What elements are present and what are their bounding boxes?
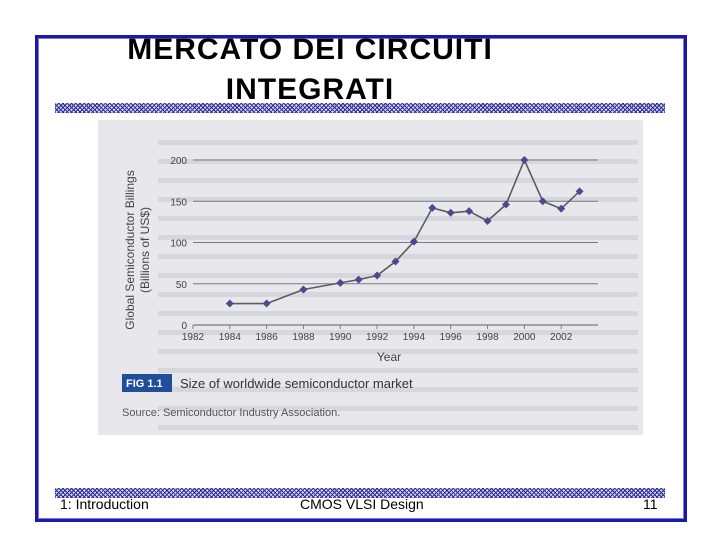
bleed-through-line: [158, 330, 638, 335]
scanned-figure: 0 50 100 150 200 1982 1984 1986 1988 1990 1992 1994…: [98, 120, 643, 435]
x-tick-label: 1986: [256, 332, 279, 343]
data-point: [557, 204, 566, 213]
data-point: [501, 200, 510, 209]
x-tick-label: 1990: [329, 332, 352, 343]
x-tick-label: 1992: [366, 332, 389, 343]
title-line-2: INTEGRATI: [225, 73, 395, 106]
bleed-through-line: [158, 425, 638, 430]
slide-title: MERCATO DEI CIRCUITI INTEGRATI: [40, 30, 580, 110]
y-tick-label: 0: [181, 321, 187, 332]
bleed-through-line: [158, 140, 638, 145]
data-point: [299, 285, 308, 294]
title-line-1: MERCATO DEI CIRCUITI: [127, 33, 493, 66]
top-hatched-divider: [55, 103, 665, 113]
data-point: [262, 299, 271, 308]
chart-grid: [193, 159, 598, 326]
data-point: [354, 275, 363, 284]
bleed-through-text: [158, 140, 638, 430]
x-tick-label: 2000: [513, 332, 536, 343]
x-tick-label: 1984: [219, 332, 242, 343]
chart-axes: 0 50 100 150 200 1982 1984 1986 1988 1990 1992 1994…: [170, 156, 572, 343]
x-tick-label: 1996: [440, 332, 463, 343]
y-tick-label: 100: [170, 239, 187, 250]
bleed-through-line: [158, 197, 638, 202]
bleed-through-line: [158, 387, 638, 392]
slide-frame: [35, 35, 687, 522]
bottom-hatched-divider: [55, 488, 665, 498]
y-axis-label-line-2: (Billions of US$): [138, 207, 152, 293]
figure-caption: Size of worldwide semiconductor market: [180, 376, 413, 391]
y-tick-label: 150: [170, 197, 187, 208]
bleed-through-line: [158, 216, 638, 221]
data-point: [446, 208, 455, 217]
figure-label: FIG 1.1: [126, 378, 163, 390]
data-point: [428, 203, 437, 212]
footer-page-number: 11: [643, 496, 658, 512]
x-axis-label: Year: [377, 350, 401, 364]
bleed-through-line: [158, 311, 638, 316]
bleed-through-line: [158, 159, 638, 164]
bleed-through-line: [158, 178, 638, 183]
x-tick-label: 2002: [550, 332, 573, 343]
y-tick-label: 200: [170, 156, 187, 167]
x-tick-label: 1982: [182, 332, 205, 343]
data-point: [336, 278, 345, 287]
bleed-through-line: [158, 349, 638, 354]
slide-frame-inner: [38, 38, 684, 519]
x-tick-label: 1994: [403, 332, 426, 343]
bleed-through-line: [158, 235, 638, 240]
bleed-through-line: [158, 273, 638, 278]
data-point: [391, 257, 400, 266]
y-axis-label-line-1: Global Semiconductor Billings: [123, 170, 137, 329]
footer-course: CMOS VLSI Design: [300, 496, 424, 512]
bleed-through-line: [158, 368, 638, 373]
bleed-through-line: [158, 406, 638, 411]
data-point: [483, 217, 492, 226]
bleed-through-line: [158, 254, 638, 259]
market-chart: 0 50 100 150 200 1982 1984 1986 1988 1990 1992 1994…: [122, 140, 638, 430]
chart-series: [225, 156, 584, 308]
data-point: [520, 156, 529, 164]
y-tick-label: 50: [176, 280, 188, 291]
data-point: [409, 237, 418, 246]
figure-label-box: [122, 374, 172, 392]
data-point: [465, 207, 474, 216]
footer-section: 1: Introduction: [60, 496, 149, 512]
x-tick-label: 1988: [292, 332, 315, 343]
bleed-through-line: [158, 292, 638, 297]
x-tick-label: 1998: [476, 332, 499, 343]
data-point: [225, 299, 234, 308]
data-point: [538, 197, 547, 206]
data-point: [373, 271, 382, 280]
figure-source: Source: Semiconductor Industry Associati…: [122, 407, 340, 419]
data-point: [575, 187, 584, 196]
